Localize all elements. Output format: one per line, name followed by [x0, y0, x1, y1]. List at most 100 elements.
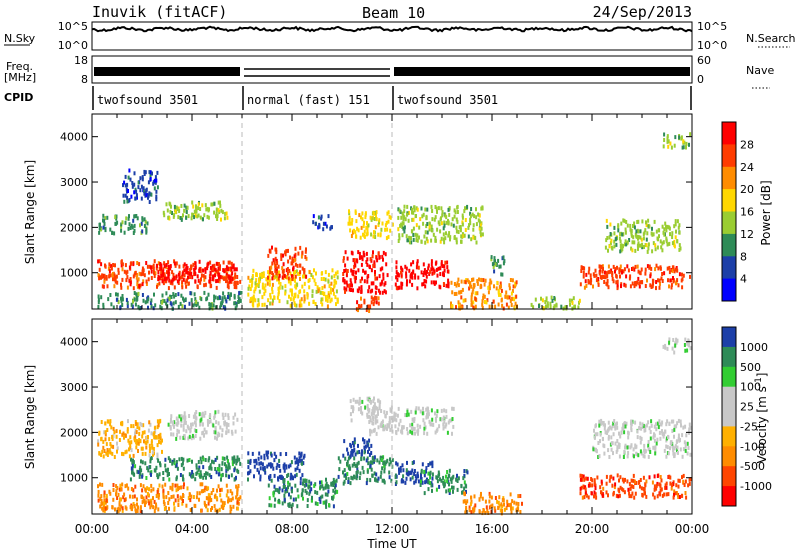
data-cell [664, 485, 667, 490]
data-cell [593, 435, 596, 440]
data-cell [215, 261, 218, 266]
data-cell [648, 224, 651, 229]
data-cell [123, 435, 125, 440]
data-cell [334, 485, 336, 490]
data-cell [470, 298, 473, 303]
data-cell [124, 220, 127, 225]
data-cell [103, 490, 106, 495]
data-cell [220, 498, 223, 503]
data-cell [372, 281, 375, 286]
data-cell [179, 473, 182, 477]
data-cell [106, 284, 109, 289]
data-cell [429, 421, 432, 426]
data-cell [291, 261, 294, 266]
data-cell [387, 210, 390, 215]
data-cell [288, 464, 290, 469]
data-cell [197, 460, 200, 464]
data-cell [103, 449, 106, 453]
colorbar-tick-label: 4 [740, 273, 747, 286]
data-cell [428, 222, 431, 227]
data-cell [322, 486, 325, 491]
nsky-label: N.Sky [4, 32, 36, 45]
data-cell [435, 280, 437, 285]
colorbar-tick-label: 1000 [740, 341, 768, 354]
data-cell [583, 495, 586, 500]
data-cell [443, 220, 446, 225]
data-cell [136, 195, 138, 200]
data-cell [426, 222, 429, 226]
data-cell [380, 458, 383, 462]
data-cell [140, 272, 143, 277]
data-cell [163, 261, 166, 266]
data-cell [300, 303, 303, 308]
data-cell [494, 508, 497, 513]
data-cell [185, 267, 188, 272]
data-cell [374, 272, 376, 277]
data-cell [105, 493, 108, 498]
data-cell [289, 463, 292, 468]
data-cell [366, 262, 369, 267]
data-cell [648, 447, 651, 452]
data-cell [460, 305, 463, 310]
data-cell [358, 213, 361, 218]
data-cell [208, 420, 211, 425]
data-cell [134, 431, 136, 436]
data-cell [354, 463, 357, 468]
data-cell [277, 264, 280, 269]
data-cell [503, 507, 506, 512]
data-cell [213, 210, 216, 215]
data-cell [306, 295, 309, 300]
data-cell [157, 474, 160, 479]
data-cell [519, 510, 522, 514]
data-cell [183, 208, 186, 213]
data-cell [216, 508, 219, 513]
data-cell [120, 263, 123, 268]
data-cell [356, 467, 359, 472]
data-cell [333, 284, 336, 289]
data-cell [439, 266, 442, 271]
data-cell [363, 450, 366, 455]
data-cell [214, 295, 217, 300]
data-cell [683, 343, 686, 347]
data-cell [446, 260, 449, 265]
data-cell [676, 421, 679, 426]
data-cell [128, 168, 131, 173]
data-cell [161, 449, 163, 454]
data-cell [404, 480, 407, 485]
data-cell [296, 488, 299, 493]
data-cell [434, 205, 437, 209]
data-cell [236, 506, 239, 511]
data-cell [274, 263, 277, 268]
data-cell [194, 261, 197, 266]
data-cell [478, 213, 481, 218]
data-cell [149, 177, 152, 181]
data-cell [148, 487, 150, 492]
data-cell [372, 302, 375, 307]
data-cell [136, 425, 139, 430]
data-cell [166, 270, 168, 275]
data-cell [673, 427, 676, 432]
data-cell [385, 236, 388, 241]
data-cell [125, 297, 128, 302]
data-cell [409, 423, 412, 428]
data-cell [613, 239, 616, 244]
data-cell [633, 281, 636, 286]
colorbar-swatch-4 [722, 406, 736, 427]
data-cell [469, 211, 472, 216]
data-cell [606, 431, 609, 435]
data-cell [513, 297, 516, 302]
data-cell [130, 302, 133, 307]
data-cell [104, 216, 107, 221]
data-cell [600, 491, 603, 496]
data-cell [451, 417, 454, 421]
data-cell [148, 501, 151, 506]
data-cell [345, 476, 348, 480]
data-cell [374, 276, 377, 281]
data-cell [258, 451, 261, 456]
data-cell [164, 463, 167, 468]
data-cell [440, 260, 443, 265]
data-cell [218, 263, 221, 268]
data-cell [221, 456, 224, 461]
data-cell [369, 400, 372, 405]
data-cell [125, 449, 128, 454]
